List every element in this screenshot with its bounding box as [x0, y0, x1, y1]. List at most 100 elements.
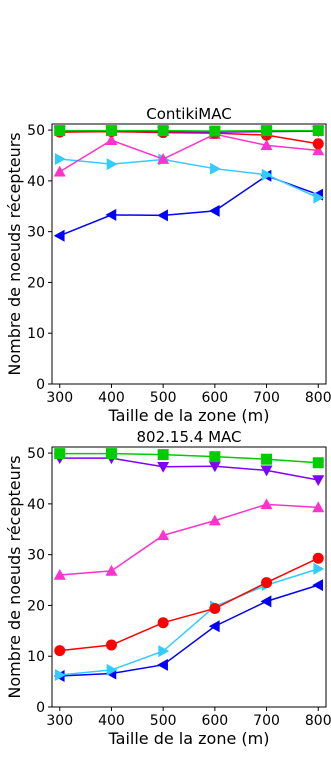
y-tick-label: 30 — [27, 548, 45, 564]
y-tick-label: 0 — [36, 377, 45, 393]
data-point — [157, 209, 168, 222]
data-point — [260, 595, 272, 608]
y-axis-label: Nombre de noeuds récepteurs — [5, 455, 24, 698]
series-line — [59, 130, 319, 145]
data-point — [105, 134, 118, 146]
series-0 — [53, 579, 324, 683]
data-point — [54, 125, 66, 137]
data-point — [208, 461, 221, 473]
series-line — [59, 133, 319, 173]
data-point — [53, 165, 66, 177]
data-point — [312, 125, 324, 137]
data-point — [260, 498, 273, 510]
data-point — [261, 168, 273, 181]
series-1 — [54, 562, 325, 682]
x-tick-label: 500 — [150, 390, 177, 406]
data-point — [209, 125, 221, 137]
data-point — [157, 658, 168, 671]
series-5 — [54, 448, 324, 469]
series-3 — [53, 498, 325, 580]
plot-frame — [51, 446, 327, 708]
data-point — [157, 529, 170, 541]
data-point — [261, 577, 273, 589]
x-tick-label: 800 — [305, 713, 331, 729]
data-point — [210, 162, 221, 175]
y-tick-label: 50 — [27, 123, 45, 139]
x-axis-label: Taille de la zone (m) — [108, 729, 270, 748]
series-line — [59, 503, 319, 576]
x-tick-label: 500 — [150, 713, 177, 729]
data-point — [312, 579, 324, 592]
y-axis-label: Nombre de noeuds récepteurs — [5, 132, 24, 375]
y-tick-label: 10 — [27, 649, 45, 665]
plot-frame — [51, 123, 327, 385]
data-point — [313, 191, 325, 204]
data-point — [312, 501, 325, 513]
data-point — [208, 620, 220, 633]
series-0 — [53, 169, 324, 242]
y-tick-label: 40 — [27, 174, 45, 190]
series-1 — [54, 153, 325, 204]
series-2 — [54, 552, 324, 657]
data-point — [105, 208, 117, 221]
series-4 — [53, 453, 325, 487]
data-point — [208, 514, 221, 526]
data-point — [312, 457, 324, 469]
y-tick-label: 50 — [27, 446, 45, 462]
data-point — [54, 645, 66, 657]
data-point — [208, 204, 220, 217]
chart-title: 802.15.4 MAC — [137, 428, 242, 446]
data-point — [312, 475, 325, 487]
data-point — [157, 617, 169, 629]
data-point — [157, 449, 169, 461]
y-tick-label: 0 — [36, 700, 45, 716]
series-line — [59, 452, 319, 464]
y-tick-label: 20 — [27, 598, 45, 614]
series-line — [59, 557, 319, 652]
y-tick-label: 10 — [27, 326, 45, 342]
series-5 — [54, 125, 324, 137]
data-point — [105, 448, 117, 460]
data-point — [157, 125, 169, 137]
chart-contikimac: ContikiMAC 300 400 500 600 700 800 0 10 20 30 40 50 T… — [5, 105, 331, 425]
data-point — [209, 602, 221, 614]
series-line — [59, 568, 319, 676]
chart-title: ContikiMAC — [146, 105, 231, 123]
data-point — [157, 462, 170, 473]
data-point — [260, 465, 273, 477]
x-tick-label: 400 — [98, 390, 125, 406]
data-point — [312, 552, 324, 564]
data-point — [105, 639, 117, 651]
series-line — [59, 129, 319, 132]
data-point — [106, 663, 118, 676]
series-line — [59, 584, 319, 677]
y-tick-label: 40 — [27, 497, 45, 513]
series-line — [59, 457, 319, 481]
data-point — [54, 669, 66, 682]
data-point — [312, 144, 325, 156]
data-point — [313, 562, 325, 575]
x-tick-label: 300 — [46, 390, 73, 406]
chart-802-15-4-mac: 802.15.4 MAC 300 400 500 600 700 800 0 10 20 30 40 5… — [5, 428, 331, 748]
x-tick-label: 600 — [201, 713, 228, 729]
data-point — [157, 153, 170, 164]
data-point — [53, 568, 66, 580]
data-point — [105, 564, 118, 576]
data-point — [312, 138, 324, 150]
data-point — [261, 453, 273, 465]
x-tick-label: 800 — [305, 390, 331, 406]
data-point — [105, 125, 117, 137]
data-point — [261, 125, 273, 137]
series-line — [59, 158, 319, 199]
y-tick-label: 30 — [27, 225, 45, 241]
x-tick-label: 700 — [253, 713, 280, 729]
x-tick-label: 700 — [253, 390, 280, 406]
series-line — [59, 174, 319, 237]
data-point — [54, 448, 66, 460]
data-point — [260, 139, 273, 151]
data-point — [106, 158, 118, 171]
y-tick-label: 20 — [27, 275, 45, 291]
data-point — [209, 451, 221, 463]
x-tick-label: 300 — [46, 713, 73, 729]
